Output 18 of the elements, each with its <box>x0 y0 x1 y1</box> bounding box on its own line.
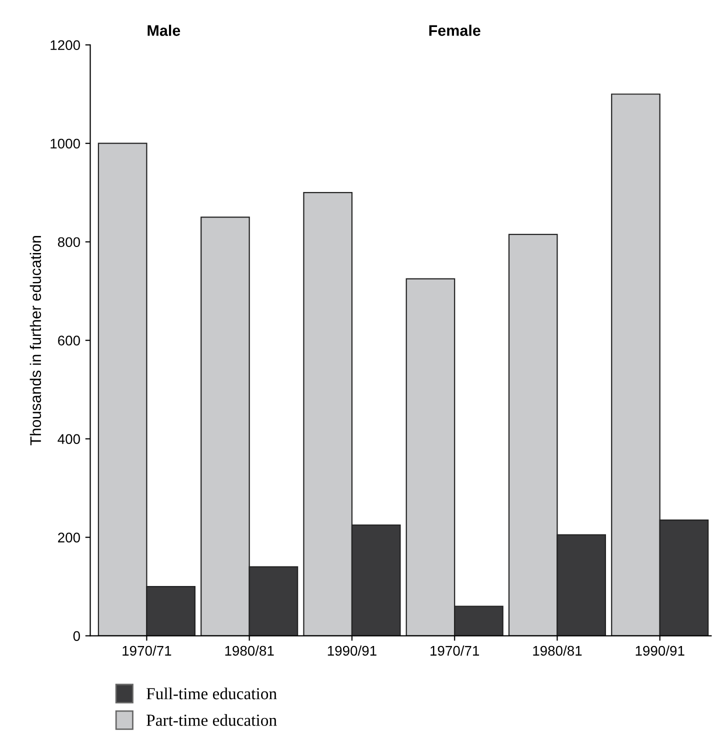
x-tick-label: 1970/71 <box>430 646 480 656</box>
y-tick-label: 200 <box>58 532 80 542</box>
x-tick-label: 1990/91 <box>636 646 684 656</box>
x-tick-label: 1980/81 <box>533 646 582 656</box>
x-tick-label: 1970/71 <box>122 646 172 656</box>
legend-label: Part-time education <box>146 714 277 726</box>
x-tick-label: 1990/91 <box>328 646 376 656</box>
y-axis-title: Thousands in further education <box>30 236 42 446</box>
y-tick-label: 0 <box>73 631 80 641</box>
text: Female <box>429 24 480 36</box>
x-tick-label: 1980/81 <box>225 646 274 656</box>
text: Male <box>148 24 180 36</box>
y-tick-label: 1200 <box>50 40 80 50</box>
y-tick-label: 600 <box>58 336 80 346</box>
y-tick-label: 1000 <box>50 138 80 149</box>
y-tick-label: 800 <box>58 237 80 248</box>
y-tick-label: 400 <box>58 434 80 444</box>
legend-label: Full-time education <box>146 688 277 700</box>
